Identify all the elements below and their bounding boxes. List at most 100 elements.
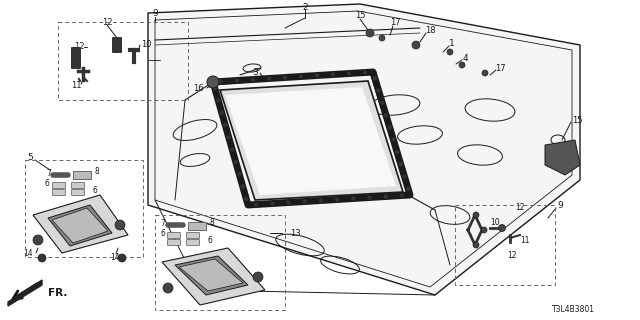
Circle shape <box>381 101 384 104</box>
Text: 10: 10 <box>490 218 500 227</box>
Circle shape <box>332 73 335 76</box>
FancyBboxPatch shape <box>52 189 65 196</box>
Circle shape <box>473 212 479 218</box>
Circle shape <box>220 80 223 83</box>
Circle shape <box>224 124 227 126</box>
Text: 14: 14 <box>23 250 33 259</box>
Polygon shape <box>175 256 248 295</box>
Circle shape <box>499 225 506 231</box>
Text: FR.: FR. <box>48 288 68 298</box>
Bar <box>455 205 555 285</box>
FancyBboxPatch shape <box>168 239 180 245</box>
Text: 9: 9 <box>152 9 158 18</box>
Polygon shape <box>220 81 403 200</box>
Circle shape <box>231 148 234 151</box>
Circle shape <box>368 196 371 199</box>
Text: 6: 6 <box>93 186 97 195</box>
Text: 5: 5 <box>27 153 33 162</box>
Polygon shape <box>33 195 128 253</box>
Circle shape <box>366 29 374 37</box>
Polygon shape <box>8 280 42 306</box>
FancyBboxPatch shape <box>168 233 180 238</box>
Text: 12: 12 <box>102 18 112 27</box>
Text: 3: 3 <box>252 68 258 76</box>
Circle shape <box>396 150 399 154</box>
Circle shape <box>252 78 255 81</box>
FancyBboxPatch shape <box>72 189 84 196</box>
Circle shape <box>316 74 319 77</box>
Polygon shape <box>225 87 396 195</box>
Text: 8: 8 <box>95 166 99 175</box>
Circle shape <box>399 163 403 166</box>
Text: 10: 10 <box>141 39 151 49</box>
Circle shape <box>377 89 380 92</box>
Circle shape <box>392 138 395 141</box>
Text: 7: 7 <box>47 169 51 178</box>
Circle shape <box>237 173 241 176</box>
FancyBboxPatch shape <box>112 37 122 53</box>
Circle shape <box>388 126 391 129</box>
Circle shape <box>217 99 220 102</box>
Circle shape <box>241 185 244 188</box>
Polygon shape <box>545 140 580 175</box>
Circle shape <box>163 283 173 293</box>
Text: 17: 17 <box>495 63 506 73</box>
Bar <box>188 222 206 230</box>
Circle shape <box>287 201 290 204</box>
Circle shape <box>447 49 453 55</box>
Circle shape <box>406 187 410 190</box>
Circle shape <box>207 76 219 88</box>
Text: 1: 1 <box>449 38 455 47</box>
Circle shape <box>303 200 306 203</box>
Text: 6: 6 <box>161 228 165 237</box>
Text: 2: 2 <box>302 3 308 12</box>
Circle shape <box>482 70 488 76</box>
Circle shape <box>473 242 479 248</box>
Text: 17: 17 <box>390 18 400 27</box>
Circle shape <box>268 77 271 80</box>
Circle shape <box>335 198 339 201</box>
Circle shape <box>271 202 274 205</box>
Circle shape <box>227 136 230 139</box>
Circle shape <box>255 203 258 206</box>
Circle shape <box>300 75 303 78</box>
Bar <box>25 160 143 257</box>
Bar <box>155 215 285 310</box>
Text: 4: 4 <box>462 53 468 62</box>
Text: 6: 6 <box>45 179 49 188</box>
Text: 14: 14 <box>110 252 120 261</box>
Text: 12: 12 <box>515 203 525 212</box>
Circle shape <box>364 71 367 74</box>
Polygon shape <box>179 259 243 291</box>
Circle shape <box>234 160 237 164</box>
Circle shape <box>379 35 385 41</box>
Text: 12: 12 <box>508 251 516 260</box>
Text: 18: 18 <box>425 26 435 35</box>
Circle shape <box>352 197 355 200</box>
Circle shape <box>236 79 239 82</box>
Text: 11: 11 <box>71 81 81 90</box>
Circle shape <box>284 76 287 79</box>
Circle shape <box>412 41 420 49</box>
Circle shape <box>115 220 125 230</box>
Circle shape <box>401 194 403 197</box>
Circle shape <box>373 77 376 80</box>
Circle shape <box>33 235 43 245</box>
Text: 6: 6 <box>207 236 212 244</box>
Circle shape <box>213 87 216 90</box>
Bar <box>58 22 188 100</box>
Text: 16: 16 <box>193 84 204 92</box>
Polygon shape <box>52 208 108 243</box>
Text: 15: 15 <box>572 116 582 124</box>
Polygon shape <box>48 205 112 246</box>
Circle shape <box>118 254 126 262</box>
Text: 13: 13 <box>290 228 300 237</box>
Circle shape <box>384 195 387 198</box>
FancyBboxPatch shape <box>52 182 65 188</box>
Circle shape <box>38 254 46 262</box>
Text: 15: 15 <box>355 11 365 20</box>
Polygon shape <box>162 248 265 305</box>
Circle shape <box>348 72 351 75</box>
Circle shape <box>319 199 323 202</box>
Text: 12: 12 <box>74 42 84 51</box>
